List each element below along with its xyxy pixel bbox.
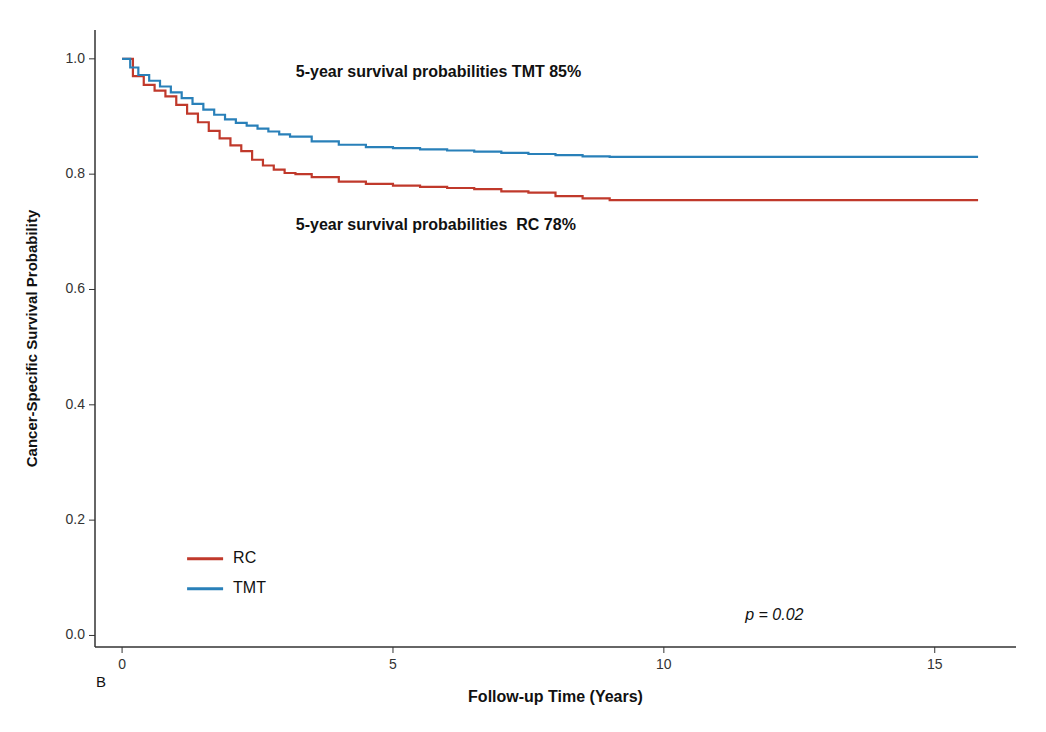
survival-curve — [122, 59, 978, 200]
tick-label: 1.0 — [66, 50, 86, 66]
survival-curve — [122, 59, 978, 157]
legend-swatch — [187, 557, 223, 560]
x-axis-line — [95, 646, 1016, 648]
x-axis-label: Follow-up Time (Years) — [468, 688, 643, 705]
tick-mark — [89, 520, 95, 521]
y-axis-line — [94, 30, 96, 647]
tick-mark — [663, 647, 664, 653]
annotation: 5-year survival probabilities TMT 85% — [296, 63, 581, 80]
tick-label: 0.2 — [66, 511, 86, 527]
annotation: 5-year survival probabilities RC 78% — [296, 216, 576, 233]
tick-mark — [89, 404, 95, 405]
tick-label: 0.6 — [66, 280, 86, 296]
annotation: p = 0.02 — [744, 606, 803, 623]
tick-label: 0.4 — [66, 396, 86, 412]
tick-mark — [89, 635, 95, 636]
tick-mark — [122, 647, 123, 653]
tick-mark — [392, 647, 393, 653]
tick-label: 5 — [389, 656, 397, 672]
tick-label: 10 — [656, 656, 672, 672]
tick-mark — [89, 174, 95, 175]
tick-label: 0.0 — [66, 626, 86, 642]
legend-label: RC — [233, 549, 256, 566]
tick-mark — [89, 289, 95, 290]
annotations: 5-year survival probabilities TMT 85% 5-y… — [96, 63, 804, 690]
plot-area — [122, 59, 978, 200]
panel-label: B — [96, 673, 106, 690]
axes: 0.0 0.2 0.4 0.6 0.8 1.0 0 5 10 15 — [66, 30, 1016, 672]
tick-label: 0 — [118, 656, 126, 672]
chart: 0.0 0.2 0.4 0.6 0.8 1.0 0 5 10 15 Follow-up Time (… — [0, 0, 1046, 732]
legend-label: TMT — [233, 579, 266, 596]
tick-mark — [934, 647, 935, 653]
tick-label: 0.8 — [66, 165, 86, 181]
legend: RC TMT — [187, 549, 266, 596]
tick-label: 15 — [927, 656, 943, 672]
legend-swatch — [187, 587, 223, 590]
tick-mark — [89, 58, 95, 59]
y-axis-label: Cancer-Specific Survival Probability — [23, 209, 40, 467]
